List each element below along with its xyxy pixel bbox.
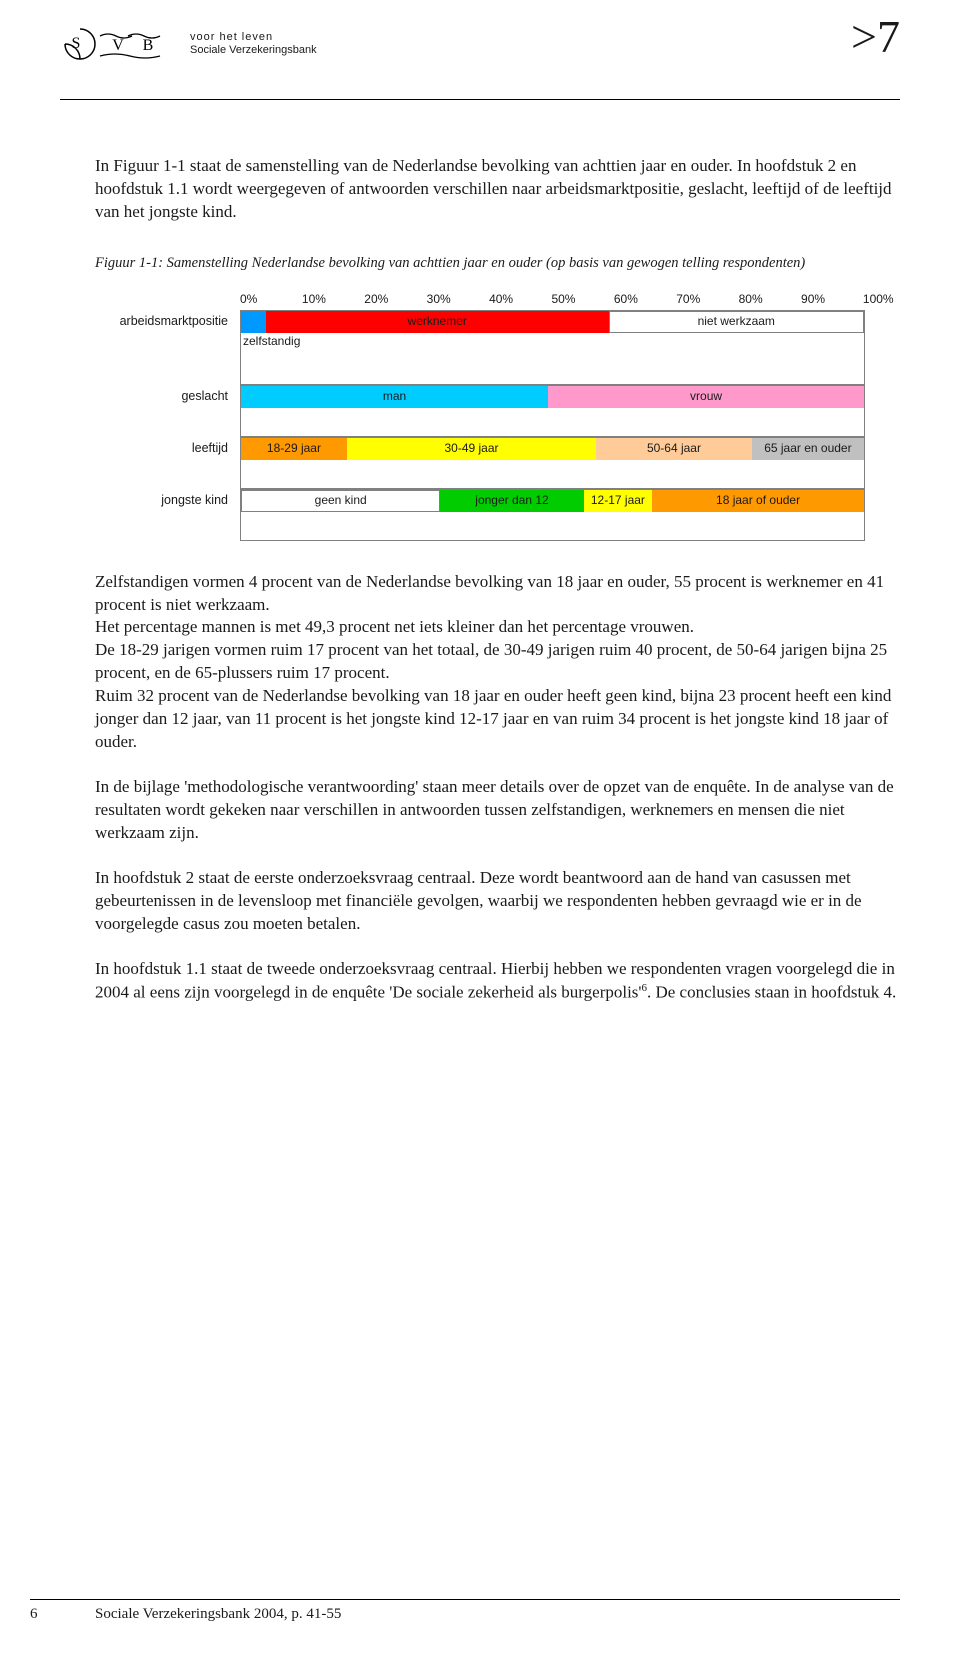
bar-category-label: arbeidsmarktpositie (95, 310, 240, 330)
logo-tagline-bottom: Sociale Verzekeringsbank (190, 44, 317, 57)
page-footer: 6 Sociale Verzekeringsbank 2004, p. 41-5… (30, 1599, 900, 1623)
bar-segment: jonger dan 12 (440, 490, 583, 512)
bar-segment: 30-49 jaar (347, 438, 596, 460)
chart-body: arbeidsmarktpositiewerknemerniet werkzaa… (95, 310, 865, 541)
logo: S V B voor het leven Sociale Verzekering… (60, 24, 317, 64)
bar-row: manvrouw (241, 386, 864, 408)
axis-tick: 0% (240, 291, 241, 307)
bar-segment: 65 jaar en ouder (752, 438, 864, 460)
bar-area: 18-29 jaar30-49 jaar50-64 jaar65 jaar en… (240, 437, 865, 489)
body-p7b: . De conclusies staan in hoofdstuk 4. (647, 982, 896, 1001)
bar-category-label: leeftijd (95, 437, 240, 457)
body-p4: Ruim 32 procent van de Nederlandse bevol… (95, 685, 900, 754)
chart-x-axis: 0% 10% 20% 30% 40% 50% 60% 70% 80% 90% 100% (240, 291, 865, 307)
main-content: In Figuur 1-1 staat de samenstelling van… (95, 155, 900, 1004)
bar-group: arbeidsmarktpositiewerknemerniet werkzaa… (95, 310, 865, 385)
bar-segment: 12-17 jaar (584, 490, 653, 512)
bar-segment: werknemer (266, 311, 609, 333)
bar-group: geslachtmanvrouw (95, 385, 865, 437)
footer-citation: Sociale Verzekeringsbank 2004, p. 41-55 (95, 1606, 341, 1623)
svg-text:V: V (112, 37, 124, 54)
body-p1: Zelfstandigen vormen 4 procent van de Ne… (95, 571, 900, 617)
axis-tick: 20% (364, 291, 365, 307)
page-header: S V B voor het leven Sociale Verzekering… (60, 0, 900, 100)
bar-segment: geen kind (241, 490, 440, 512)
bar-row: 18-29 jaar30-49 jaar50-64 jaar65 jaar en… (241, 438, 864, 460)
body-p7: In hoofdstuk 1.1 staat de tweede onderzo… (95, 958, 900, 1005)
axis-tick: 40% (489, 291, 490, 307)
figure-caption: Figuur 1-1: Samenstelling Nederlandse be… (95, 254, 900, 274)
axis-tick: 100% (863, 291, 864, 307)
axis-tick: 30% (427, 291, 428, 307)
bar-category-label: jongste kind (95, 489, 240, 509)
bar-sub-label: zelfstandig (241, 333, 300, 349)
axis-tick: 50% (551, 291, 552, 307)
bar-segment: 50-64 jaar (596, 438, 752, 460)
bar-segment: vrouw (548, 386, 864, 408)
logo-tagline-top: voor het leven (190, 31, 317, 44)
figure-1-1-chart: 0% 10% 20% 30% 40% 50% 60% 70% 80% 90% 100% arbeid… (95, 291, 865, 540)
body-p3: De 18-29 jarigen vormen ruim 17 procent … (95, 639, 900, 685)
bar-segment: niet werkzaam (609, 311, 864, 333)
bar-row: geen kindjonger dan 1212-17 jaar18 jaar … (241, 490, 864, 512)
bar-area: manvrouw (240, 385, 865, 437)
body-p2: Het percentage mannen is met 49,3 procen… (95, 616, 900, 639)
svg-text:B: B (143, 37, 154, 54)
axis-tick: 60% (614, 291, 615, 307)
axis-tick: 10% (302, 291, 303, 307)
svb-logo-icon: S V B (60, 24, 180, 64)
bar-group: jongste kindgeen kindjonger dan 1212-17 … (95, 489, 865, 541)
body-p6: In hoofdstuk 2 staat de eerste onderzoek… (95, 867, 900, 936)
bar-area: werknemerniet werkzaamzelfstandig (240, 310, 865, 385)
axis-tick: 80% (739, 291, 740, 307)
bar-row: werknemerniet werkzaam (241, 311, 864, 333)
bar-category-label: geslacht (95, 385, 240, 405)
bar-group: leeftijd18-29 jaar30-49 jaar50-64 jaar65… (95, 437, 865, 489)
svg-text:S: S (72, 35, 81, 52)
bar-segment (241, 311, 266, 333)
axis-tick: 90% (801, 291, 802, 307)
bar-segment: man (241, 386, 548, 408)
intro-paragraph: In Figuur 1-1 staat de samenstelling van… (95, 155, 900, 224)
bar-segment: 18-29 jaar (241, 438, 347, 460)
body-p5: In de bijlage 'methodologische verantwoo… (95, 776, 900, 845)
bar-segment: 18 jaar of ouder (652, 490, 864, 512)
axis-tick: 70% (676, 291, 677, 307)
footer-page-number: 6 (30, 1606, 95, 1623)
page-number-top: >7 (851, 10, 900, 63)
bar-area: geen kindjonger dan 1212-17 jaar18 jaar … (240, 489, 865, 541)
